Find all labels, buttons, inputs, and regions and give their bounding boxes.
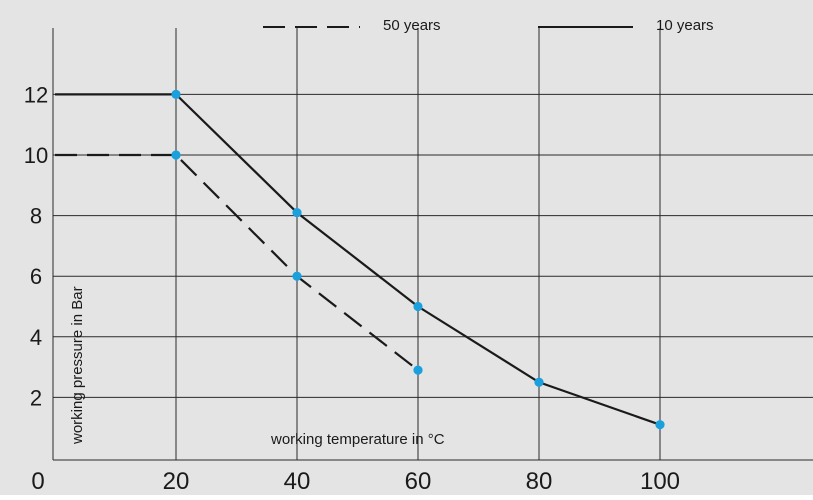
- marker-layer: [171, 89, 665, 430]
- data-point-50-years-60: [413, 365, 423, 375]
- series-line-50-years: [55, 153, 419, 371]
- legend: 50 years 10 years: [263, 17, 714, 34]
- data-point-10-years-20: [171, 89, 181, 99]
- data-point-10-years-40: [292, 207, 302, 218]
- x-tick-label-0: 0: [31, 468, 44, 495]
- y-tick-label-6: 6: [30, 264, 42, 289]
- y-tick-label-8: 8: [30, 204, 42, 229]
- y-axis-title: working pressure in Bar: [69, 286, 86, 445]
- x-tick-label-100: 100: [640, 468, 680, 495]
- data-point-10-years-60: [413, 301, 423, 312]
- tick-labels: 2 4 6 8 10 12 0 20 40 60 80 100: [24, 82, 680, 495]
- y-tick-label-4: 4: [30, 325, 42, 350]
- series-layer: [55, 93, 661, 426]
- data-point-50-years-40: [292, 271, 302, 281]
- y-tick-label-10: 10: [24, 143, 48, 168]
- data-point-10-years-80: [534, 377, 544, 387]
- legend-label-10-years: 10 years: [656, 17, 714, 34]
- series-line-10-years: [55, 93, 661, 426]
- y-tick-label-12: 12: [24, 82, 48, 107]
- x-tick-label-60: 60: [405, 468, 432, 495]
- legend-label-50-years: 50 years: [383, 17, 441, 34]
- data-point-10-years-100: [655, 420, 665, 430]
- x-tick-label-20: 20: [163, 468, 190, 495]
- x-tick-label-40: 40: [284, 468, 311, 495]
- x-axis-title: working temperature in °C: [270, 431, 445, 448]
- y-tick-label-2: 2: [30, 385, 42, 410]
- data-point-50-years-20: [171, 150, 181, 160]
- x-tick-label-80: 80: [526, 468, 553, 495]
